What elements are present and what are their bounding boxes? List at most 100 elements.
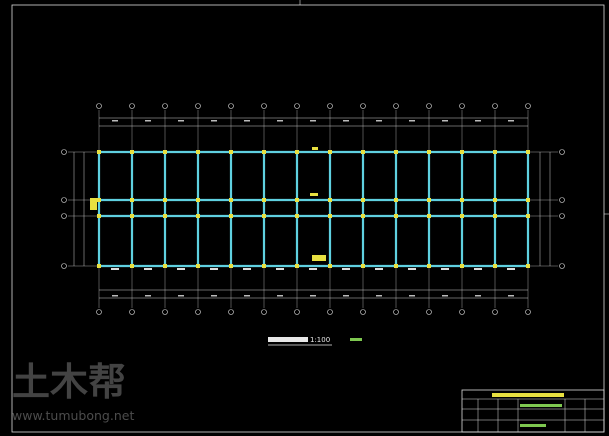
column — [427, 150, 431, 154]
dimension-text — [112, 120, 118, 122]
column — [229, 214, 233, 218]
column — [163, 198, 167, 202]
title-block-frame — [461, 389, 605, 433]
beam-tag — [342, 268, 350, 270]
column — [328, 150, 332, 154]
axis-bubble — [360, 309, 366, 315]
column — [394, 198, 398, 202]
dimension-text — [442, 120, 448, 122]
dimension-text — [376, 295, 382, 297]
dimension-text — [343, 120, 349, 122]
dimension-text — [376, 120, 382, 122]
dimension-text — [508, 295, 514, 297]
title-block — [461, 389, 605, 433]
axis-bubble — [393, 309, 399, 315]
column — [394, 214, 398, 218]
column — [526, 198, 530, 202]
axis-bubble — [459, 103, 465, 109]
beam-tag — [243, 268, 251, 270]
watermark-logo: 土木帮 — [12, 360, 126, 404]
column — [361, 150, 365, 154]
column — [229, 150, 233, 154]
beam-tag — [474, 268, 482, 270]
column — [460, 214, 464, 218]
beam-tag — [408, 268, 416, 270]
watermark: 土木帮 www.tumubong.net — [12, 360, 134, 423]
dimension-text — [409, 295, 415, 297]
axis-bubble — [61, 149, 67, 155]
opening-mark — [310, 193, 318, 196]
axis-bubble — [61, 197, 67, 203]
column — [163, 150, 167, 154]
dimension-text — [211, 120, 217, 122]
column — [97, 264, 101, 268]
axis-bubble — [261, 103, 267, 109]
axis-bubble — [294, 309, 300, 315]
column — [460, 150, 464, 154]
axis-bubble — [559, 213, 565, 219]
column — [328, 214, 332, 218]
column — [196, 214, 200, 218]
axis-bubble — [492, 309, 498, 315]
axis-bubble — [525, 309, 531, 315]
column — [493, 150, 497, 154]
column — [196, 264, 200, 268]
column — [229, 198, 233, 202]
column — [427, 198, 431, 202]
column — [394, 150, 398, 154]
beam-tag — [507, 268, 515, 270]
dimension-text — [178, 295, 184, 297]
plan-title: 1:100 — [268, 336, 362, 346]
axis-bubble — [162, 309, 168, 315]
column — [295, 150, 299, 154]
column — [196, 198, 200, 202]
beam-tag — [276, 268, 284, 270]
column — [130, 264, 134, 268]
beam-tag — [309, 268, 317, 270]
title-text-block — [268, 337, 308, 342]
axis-bubble — [459, 309, 465, 315]
sheet-border — [11, 4, 605, 433]
column — [262, 214, 266, 218]
watermark-url: www.tumubong.net — [12, 408, 134, 423]
beam-tag — [375, 268, 383, 270]
column — [262, 264, 266, 268]
column — [97, 198, 101, 202]
column — [328, 264, 332, 268]
column — [295, 214, 299, 218]
column — [493, 264, 497, 268]
column — [229, 264, 233, 268]
column — [361, 264, 365, 268]
axis-bubble — [61, 263, 67, 269]
beam-tag — [177, 268, 185, 270]
column — [493, 214, 497, 218]
axis-bubble — [393, 103, 399, 109]
dimension-text — [310, 120, 316, 122]
column — [328, 198, 332, 202]
beam-tag — [210, 268, 218, 270]
opening-mark — [312, 255, 326, 261]
axis-bubble — [559, 149, 565, 155]
dimension-text — [112, 295, 118, 297]
axis-bubble — [61, 213, 67, 219]
dimension-text — [343, 295, 349, 297]
dimension-text — [508, 120, 514, 122]
column — [427, 214, 431, 218]
dimension-text — [145, 120, 151, 122]
axis-bubble — [96, 309, 102, 315]
floor-plan — [61, 103, 565, 315]
column — [526, 264, 530, 268]
axis-bubble — [96, 103, 102, 109]
column — [394, 264, 398, 268]
column — [97, 150, 101, 154]
dimension-text — [145, 295, 151, 297]
axis-bubble — [525, 103, 531, 109]
dimension-text — [475, 295, 481, 297]
opening-mark — [312, 147, 318, 150]
axis-bubble — [559, 197, 565, 203]
axis-bubble — [195, 309, 201, 315]
column — [97, 214, 101, 218]
column — [130, 150, 134, 154]
